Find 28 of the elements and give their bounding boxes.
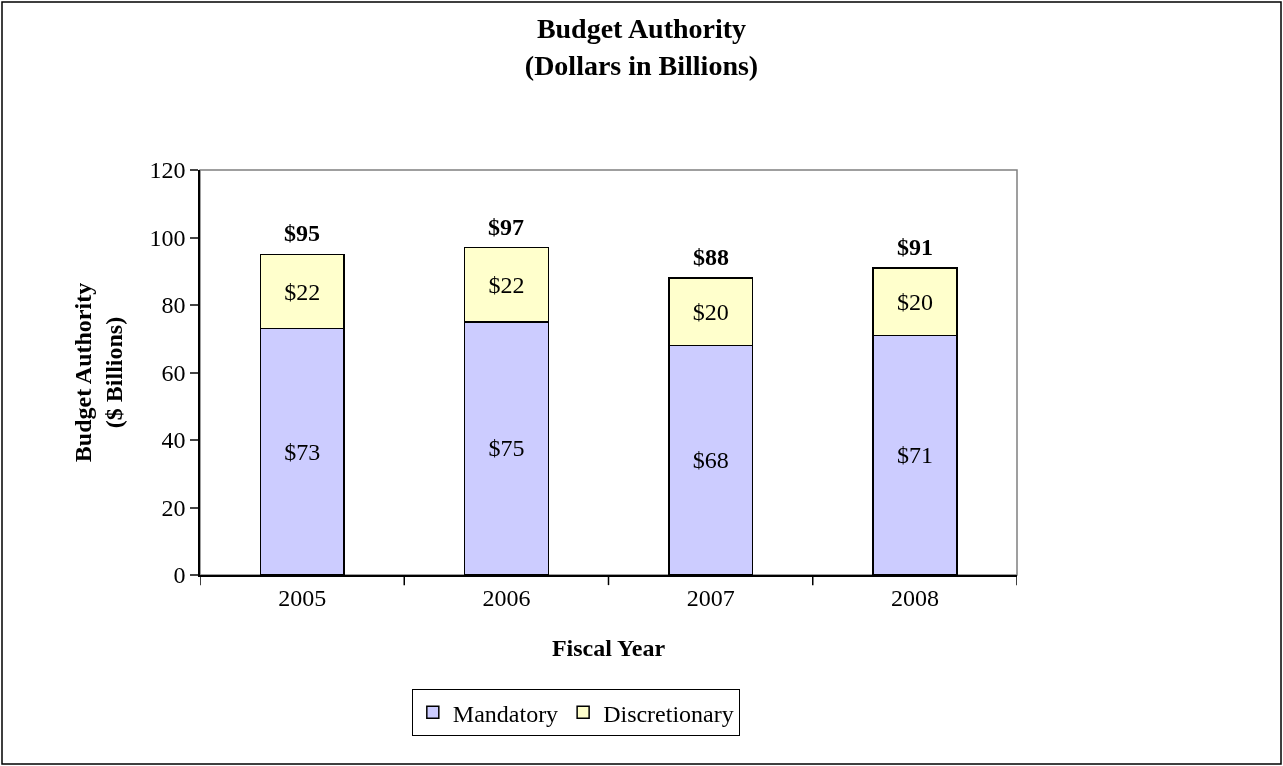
legend-label: Discretionary bbox=[603, 700, 734, 727]
data-label: $73 bbox=[284, 438, 321, 465]
x-axis-title: Fiscal Year bbox=[551, 635, 666, 662]
x-tick-label: 2006 bbox=[482, 584, 531, 611]
total-label: $95 bbox=[284, 220, 320, 246]
data-label: $68 bbox=[692, 447, 729, 474]
y-tick-label: 20 bbox=[161, 494, 186, 521]
y-tick-label: 80 bbox=[161, 292, 186, 319]
legend-label: Mandatory bbox=[452, 700, 559, 727]
chart-title: Budget Authority (Dollars in Billions) bbox=[524, 13, 759, 81]
y-tick-label: 100 bbox=[149, 224, 186, 251]
total-label: $88 bbox=[693, 244, 729, 270]
data-label: $75 bbox=[488, 435, 525, 462]
data-label: $20 bbox=[896, 288, 933, 315]
y-tick-label: 0 bbox=[173, 562, 186, 589]
data-label: $22 bbox=[488, 271, 525, 298]
y-tick-label: 60 bbox=[161, 359, 186, 386]
y-axis-title: Budget Authority ($ Billions) bbox=[69, 282, 128, 463]
data-label: $22 bbox=[284, 278, 321, 305]
y-tick-label: 40 bbox=[161, 427, 186, 454]
x-tick-label: 2008 bbox=[890, 584, 939, 611]
x-tick-label: 2005 bbox=[278, 584, 327, 611]
data-label: $20 bbox=[692, 298, 729, 325]
total-label: $91 bbox=[897, 234, 933, 260]
y-tick-label: 120 bbox=[149, 157, 186, 184]
x-tick-label: 2007 bbox=[686, 584, 735, 611]
total-label: $97 bbox=[488, 214, 524, 240]
data-label: $71 bbox=[896, 442, 933, 469]
